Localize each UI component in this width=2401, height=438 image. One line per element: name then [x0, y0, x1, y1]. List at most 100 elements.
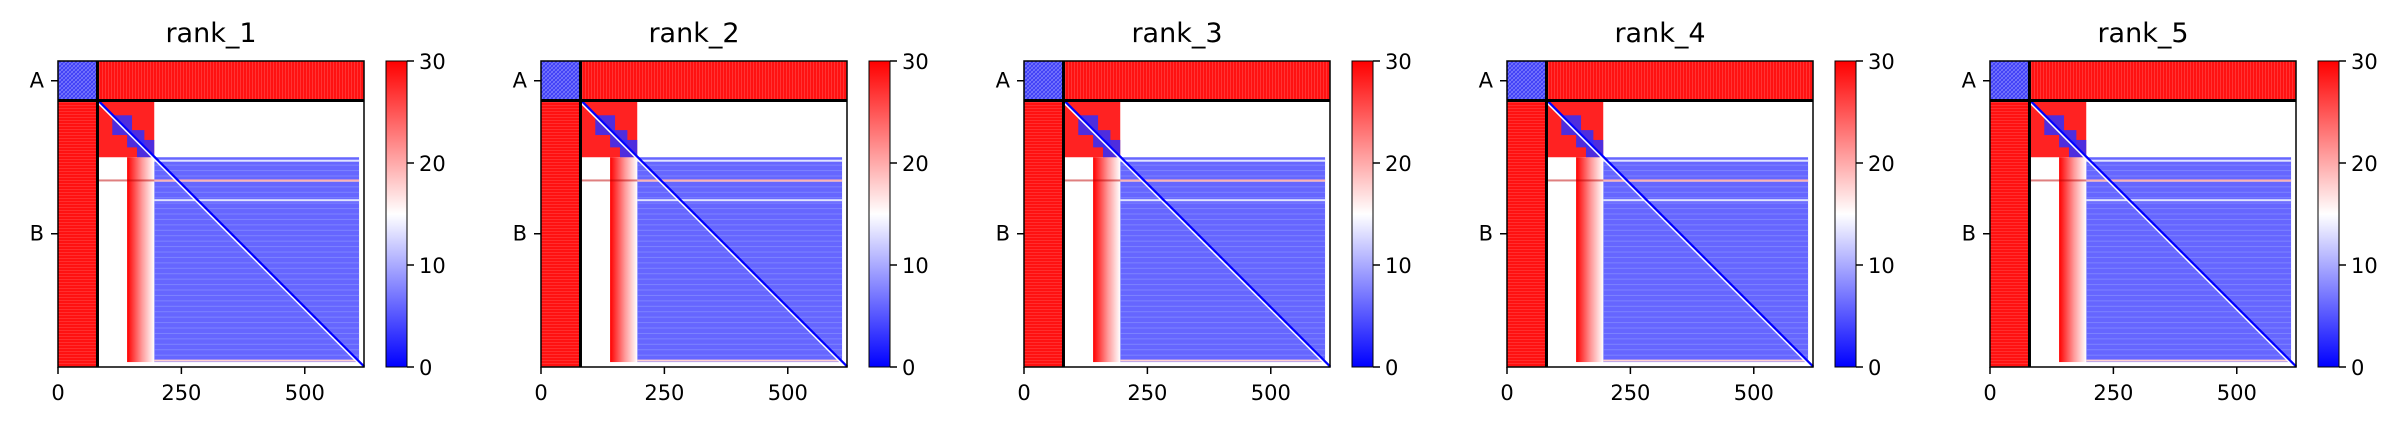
speckle-row — [637, 170, 843, 172]
speckle-row — [154, 262, 360, 264]
speckle-row — [154, 349, 360, 351]
texture-aa — [1990, 61, 2030, 101]
speckle-row — [1120, 213, 1326, 215]
panel-title: rank_5 — [2097, 18, 2188, 49]
diagonal-line-highlight — [2028, 101, 2297, 370]
band-line — [1120, 159, 1326, 162]
speckle-row — [154, 240, 360, 242]
speckle-row — [1120, 332, 1326, 334]
speckle-row — [637, 197, 843, 199]
speckle-row — [1603, 267, 1809, 269]
speckle-row — [1603, 208, 1809, 210]
x-tick-label: 0 — [51, 381, 64, 405]
chain-label-A: A — [30, 69, 45, 93]
colorbar-frame — [385, 60, 408, 368]
band-line — [154, 159, 360, 162]
band-line — [2086, 179, 2292, 182]
texture-left — [1990, 100, 2030, 367]
x-tick-label: 500 — [768, 381, 808, 405]
speckle-row — [637, 224, 843, 226]
heatmap-panel-3: rank_3 0 250 500 A B 0 10 20 30 — [996, 18, 1412, 405]
panel-title: rank_1 — [165, 18, 256, 49]
speckle-row — [2086, 256, 2292, 258]
speckle-row — [1603, 251, 1809, 253]
speckle-row — [154, 354, 360, 356]
speckle-row — [1603, 327, 1809, 329]
chain-label-A: A — [1962, 69, 1977, 93]
x-tick-label: 250 — [644, 381, 684, 405]
speckle-row — [2086, 284, 2292, 286]
diagonal-line-highlight — [1062, 101, 1331, 370]
colorbar-tick-label: 10 — [1868, 254, 1895, 278]
speckle-row — [637, 164, 843, 166]
colorbar-tick-label: 0 — [1868, 356, 1881, 380]
gradient-edge — [2059, 157, 2087, 363]
speckle-row — [2086, 202, 2292, 204]
speckle-row — [1603, 256, 1809, 258]
chain-label-A: A — [513, 69, 528, 93]
speckle-row — [1120, 267, 1326, 269]
speckle-row — [1120, 349, 1326, 351]
speckle-row — [154, 316, 360, 318]
x-tick-label: 250 — [161, 381, 201, 405]
diagonal-line — [579, 99, 849, 369]
x-tick-label: 0 — [534, 381, 547, 405]
speckle-row — [1120, 294, 1326, 296]
speckle-row — [1120, 256, 1326, 258]
speckle-row — [154, 300, 360, 302]
speckle-row — [154, 170, 360, 172]
speckle-row — [637, 202, 843, 204]
speckle-row — [637, 338, 843, 340]
speckle-row — [1120, 235, 1326, 237]
speckle-row — [154, 175, 360, 177]
speckle-row — [1120, 218, 1326, 220]
colorbar-frame — [1351, 60, 1374, 368]
speckle-row — [2086, 338, 2292, 340]
speckle-row — [1120, 273, 1326, 275]
speckle-row — [1120, 322, 1326, 324]
gradient-edge — [1093, 157, 1121, 363]
speckle-row — [154, 218, 360, 220]
speckle-row — [154, 202, 360, 204]
speckle-row — [2086, 175, 2292, 177]
speckle-row — [154, 256, 360, 258]
texture-top — [1546, 61, 1813, 101]
chain-label-B: B — [1962, 222, 1976, 246]
speckle-row — [1603, 180, 1809, 182]
speckle-row — [1120, 164, 1326, 166]
speckle-row — [1603, 289, 1809, 291]
speckle-row — [637, 256, 843, 258]
core-edge — [1603, 359, 1809, 362]
band-line — [154, 179, 360, 182]
speckle-row — [1120, 251, 1326, 253]
chain-label-B: B — [513, 222, 527, 246]
speckle-row — [1603, 294, 1809, 296]
speckle-row — [154, 311, 360, 313]
band-line — [97, 179, 155, 182]
colorbar-frame — [2317, 60, 2340, 368]
speckle-row — [154, 224, 360, 226]
x-tick-label: 500 — [1734, 381, 1774, 405]
band-line — [2086, 199, 2292, 202]
heatmap-panel-1: rank_1 0 250 500 A B 0 10 20 30 — [30, 18, 446, 405]
speckle-row — [637, 186, 843, 188]
colorbar — [2318, 61, 2339, 367]
speckle-row — [1120, 175, 1326, 177]
speckle-row — [1603, 332, 1809, 334]
speckle-row — [2086, 246, 2292, 248]
speckle-row — [1603, 229, 1809, 231]
speckle-row — [1603, 311, 1809, 313]
speckle-row — [1603, 300, 1809, 302]
speckle-row — [1120, 191, 1326, 193]
speckle-row — [637, 273, 843, 275]
speckle-row — [154, 343, 360, 345]
speckle-row — [2086, 218, 2292, 220]
speckle-row — [637, 213, 843, 215]
texture-aa — [541, 61, 581, 101]
speckle-row — [2086, 349, 2292, 351]
colorbar-tick-label: 20 — [419, 152, 446, 176]
texture-left — [1024, 100, 1064, 367]
speckle-row — [2086, 251, 2292, 253]
speckle-row — [637, 180, 843, 182]
plot-frame — [1506, 60, 1814, 368]
